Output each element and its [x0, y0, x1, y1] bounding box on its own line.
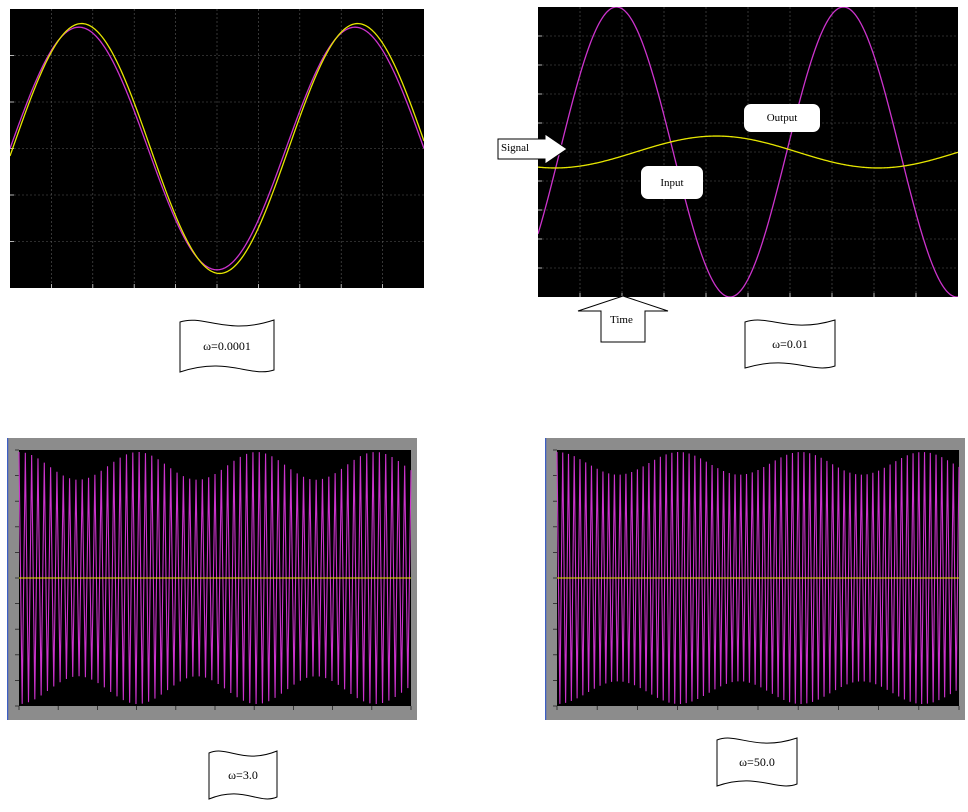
output-callout: Output [744, 104, 820, 132]
time-arrow: Time [577, 295, 669, 343]
plot-area [7, 438, 417, 720]
series-line-output [10, 22, 424, 275]
series-line-input [556, 451, 960, 705]
wave-banner-icon [208, 750, 278, 800]
series-line-output [538, 135, 958, 169]
plot-area [538, 7, 958, 297]
omega-flag-1: ω=0.0001 [178, 316, 276, 376]
plot-area [545, 438, 965, 720]
wave-banner-icon [179, 319, 275, 373]
time-label: Time [610, 314, 633, 326]
plot-omega-0.0001 [10, 9, 424, 288]
omega-label: ω=0.01 [772, 336, 808, 351]
input-label: Input [660, 176, 684, 189]
omega-flag-4: ω=50.0 [715, 734, 799, 790]
up-arrow-icon [577, 295, 669, 343]
series-line-input [18, 451, 412, 705]
right-arrow-icon [497, 133, 568, 165]
omega-label: ω=50.0 [739, 754, 775, 769]
series-line-input [538, 7, 958, 297]
omega-flag-2: ω=0.01 [743, 316, 837, 372]
plot-area [10, 9, 424, 288]
series-line-input [10, 26, 424, 271]
signal-arrow: Signal [497, 133, 569, 165]
output-label: Output [766, 112, 798, 124]
omega-label: ω=3.0 [228, 767, 258, 782]
omega-label: ω=0.0001 [203, 338, 251, 353]
plot-omega-3.0 [7, 438, 417, 720]
plot-omega-0.01 [538, 7, 958, 297]
plot-omega-50.0 [545, 438, 965, 720]
wave-banner-icon [716, 737, 798, 787]
signal-label: Signal [501, 142, 530, 154]
wave-banner-icon [744, 319, 836, 369]
input-callout: Input [641, 166, 703, 199]
omega-flag-3: ω=3.0 [207, 747, 279, 803]
